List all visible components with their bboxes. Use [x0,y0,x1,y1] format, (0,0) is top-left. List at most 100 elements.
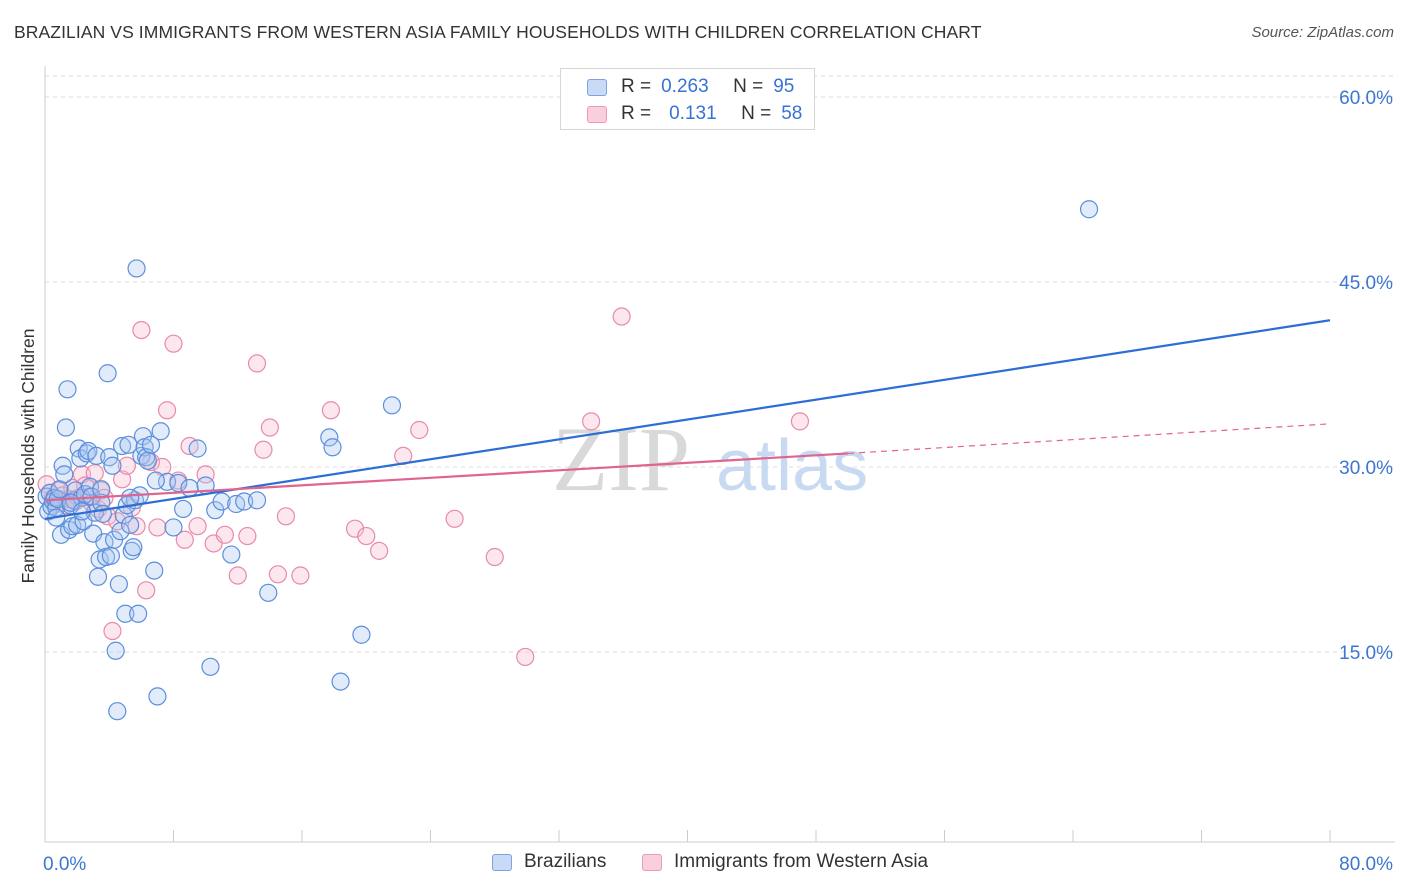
data-point-western-asia [175,530,194,549]
bottom-legend-brazilians: Brazilians [492,851,606,873]
axis-layer [44,66,1395,843]
data-point-western-asia [132,321,151,340]
data-point-brazilian [106,641,125,660]
data-point-brazilian [56,418,75,437]
data-point-brazilian [201,657,220,676]
data-point-western-asia [254,440,273,459]
data-point-brazilian [212,492,231,511]
data-point-western-asia [268,565,288,584]
legend-r-label: R = [621,76,652,97]
legend-n-label: N = [741,103,772,124]
data-point-western-asia [445,509,464,528]
data-point-brazilian [116,604,135,623]
data-point-brazilian [382,396,402,415]
data-point-brazilian [138,451,157,470]
y-tick-label: 60.0% [1339,88,1393,109]
data-point-brazilian [127,259,146,278]
data-point-brazilian [164,518,183,537]
legend-row-western-asia: R = 0.131 N = 58 [587,102,802,126]
data-point-western-asia [370,541,389,560]
data-point-western-asia [260,418,279,437]
watermark-atlas: atlas [716,426,868,506]
data-point-brazilian [87,446,106,465]
legend-n-label: N = [733,76,764,97]
data-point-brazilian [103,456,122,475]
watermark-zip: ZIP [552,408,690,510]
bottom-legend-western-asia: Immigrants from Western Asia [642,851,928,873]
data-point-brazilian [129,604,148,623]
y-tick-label: 30.0% [1339,458,1393,479]
legend-r-value: 0.263 [661,76,709,97]
blue-points [37,200,1099,721]
data-point-brazilian [320,428,339,447]
data-point-western-asia [247,354,267,373]
data-point-western-asia [321,401,341,420]
data-point-western-asia [164,334,183,353]
legend-n-value: 58 [781,103,803,124]
data-point-brazilian [1079,200,1099,219]
data-point-western-asia [612,307,631,326]
data-point-brazilian [146,471,165,490]
data-point-western-asia [157,401,177,420]
data-point-brazilian [92,480,111,499]
x-tick-label: 0.0% [43,854,86,875]
data-point-western-asia [137,581,156,600]
data-point-brazilian [98,364,117,383]
data-point-brazilian [109,575,128,594]
bottom-legend-label: Immigrants from Western Asia [674,851,929,872]
data-point-western-asia [357,526,376,546]
legend: R = 0.263 N = 95 R = 0.131 N = 58 [560,68,815,130]
data-point-western-asia [117,456,137,475]
data-point-brazilian [180,478,199,498]
data-point-brazilian [108,702,127,721]
data-point-brazilian [323,438,342,457]
data-point-brazilian [58,380,77,399]
chart-title: BRAZILIAN VS IMMIGRANTS FROM WESTERN ASI… [14,22,982,42]
data-point-western-asia [276,507,296,526]
data-point-brazilian [88,567,108,586]
data-point-western-asia [238,526,257,546]
bottom-legend-label: Brazilians [524,851,607,872]
trend-layer [44,319,1331,520]
data-point-brazilian [352,625,371,644]
data-point-brazilian [222,545,241,564]
data-point-brazilian [235,492,254,511]
data-point-brazilian [331,672,350,691]
data-point-western-asia [228,566,247,585]
legend-r-label: R = [621,103,652,124]
data-point-western-asia [345,519,365,538]
data-point-brazilian [121,515,140,535]
data-point-brazilian [141,435,161,454]
data-point-western-asia [410,420,429,440]
data-point-western-asia [188,517,207,536]
data-point-western-asia [112,470,132,489]
data-point-western-asia [148,518,167,537]
legend-r-value: 0.131 [669,103,717,124]
trendline-brazilians [44,319,1331,520]
data-point-brazilian [124,538,143,557]
data-point-brazilian [247,491,267,510]
tick-labels: 15.0% 30.0% 45.0% 60.0% 0.0% 80.0% [43,88,1393,875]
grid-layer [45,75,1395,653]
trendline-western-asia-extension [848,423,1331,455]
legend-swatch-blue [587,78,607,96]
trendline-western-asia [44,452,849,502]
data-point-western-asia [582,412,601,431]
data-point-brazilian [112,436,132,456]
y-axis-title: Family Households with Children [18,329,38,584]
data-point-western-asia [103,621,122,641]
data-point-western-asia [485,547,504,567]
watermark: ZIP atlas [552,408,868,510]
data-point-brazilian [145,561,164,580]
data-point-western-asia [790,412,810,431]
data-point-brazilian [101,546,120,565]
data-point-brazilian [148,687,167,706]
data-point-western-asia [215,525,234,544]
data-point-brazilian [151,422,170,441]
data-point-western-asia [291,566,310,585]
x-tick-label: 80.0% [1339,854,1393,875]
legend-row-brazilians: R = 0.263 N = 95 [587,75,794,99]
data-point-brazilian [174,499,193,519]
bottom-legend-swatch-blue [492,853,512,871]
